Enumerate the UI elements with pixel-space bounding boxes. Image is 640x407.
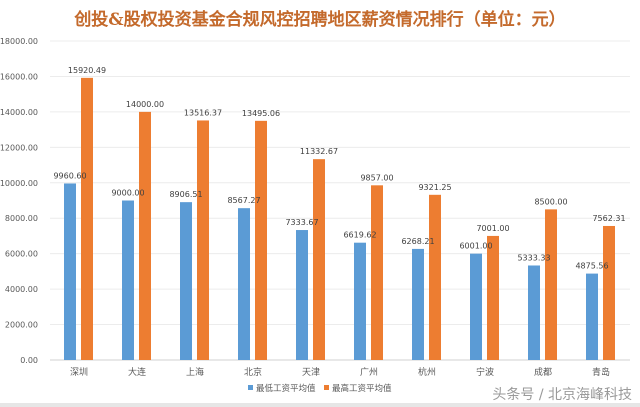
bar-min [180,202,192,360]
bar-min [528,265,540,360]
data-label: 9000.00 [111,189,144,198]
data-label: 15920.49 [68,66,106,75]
x-tick-label: 广州 [360,366,378,378]
chart-title: 创投&股权投资基金合规风控招聘地区薪资情况排行（单位：元） [73,9,565,30]
data-label: 6268.21 [401,237,434,246]
data-label: 8500.00 [534,197,567,206]
data-label: 7001.00 [476,224,509,233]
legend-label-max: 最高工资平均值 [332,383,392,394]
bar-max [81,77,93,360]
legend: 最低工资平均值 最高工资平均值 [248,383,392,394]
y-tick-label: 4000.00 [5,285,38,294]
bar-max [197,120,209,360]
x-tick-label: 北京 [244,366,262,378]
data-label: 5333.33 [517,253,550,262]
data-label: 7333.67 [285,218,318,227]
y-tick-label: 0.00 [20,356,38,365]
bar-max [255,120,267,360]
bar-max [371,185,383,360]
data-label: 7562.31 [592,214,625,223]
x-tick-label: 大连 [128,366,146,378]
x-tick-label: 深圳 [70,367,88,378]
bar-max [545,209,557,360]
y-tick-label: 14000.00 [0,108,38,117]
bar-min [354,242,366,360]
y-tick-label: 18000.00 [0,37,38,46]
x-tick-label: 青岛 [592,366,610,378]
bar-max [487,235,499,360]
bar-max [313,159,325,360]
legend-swatch-min [248,385,253,390]
bar-min [296,230,308,360]
x-tick-label: 宁波 [476,366,494,378]
bar-max [139,111,151,360]
data-label: 8906.51 [169,190,202,199]
bar-min [412,248,424,360]
data-label: 11332.67 [300,147,338,156]
bar-min [64,183,76,360]
watermark: 头条号 / 北京海峰科技 [492,386,632,403]
x-tick-label: 杭州 [418,366,436,378]
y-tick-label: 16000.00 [0,72,38,81]
x-tick-label: 天津 [302,367,320,378]
data-label: 13495.06 [242,109,280,118]
data-label: 8567.27 [227,196,260,205]
bar-max [603,225,615,360]
legend-label-min: 最低工资平均值 [256,383,316,394]
data-label: 9321.25 [418,183,451,192]
data-label: 9857.00 [360,173,393,182]
data-label: 9960.60 [53,171,86,180]
y-tick-label: 8000.00 [5,214,38,223]
y-tick-label: 10000.00 [0,179,38,188]
bar-min [122,200,134,360]
bar-min [238,208,250,360]
y-tick-label: 12000.00 [0,143,38,152]
bar-min [586,273,598,360]
bar-min [470,253,482,360]
x-tick-label: 上海 [186,366,204,378]
bar-max [429,194,441,360]
data-label: 6001.00 [459,242,492,251]
bottom-border [0,403,640,407]
legend-swatch-max [324,385,329,390]
data-label: 6619.62 [343,231,376,240]
data-label: 4875.56 [575,262,608,271]
y-tick-label: 2000.00 [5,321,38,330]
y-tick-label: 6000.00 [5,250,38,259]
x-tick-label: 成都 [534,366,552,378]
data-label: 14000.00 [126,100,164,109]
data-label: 13516.37 [184,108,222,117]
